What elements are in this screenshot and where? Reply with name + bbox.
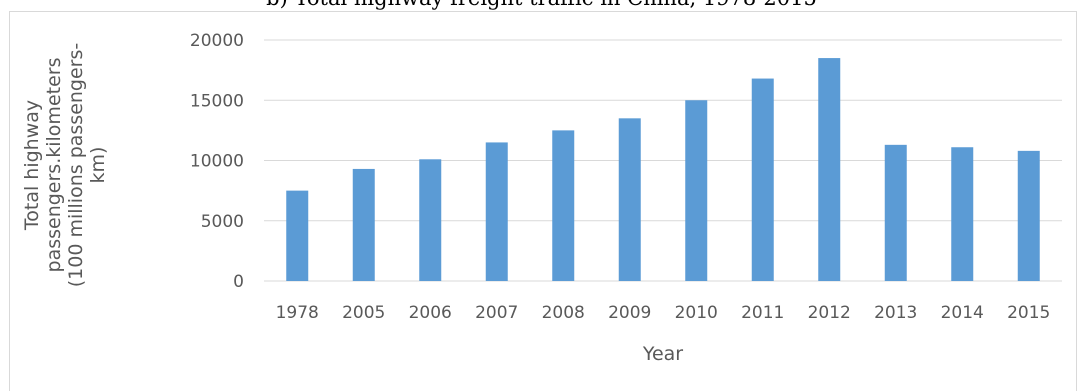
x-tick-label: 2008 xyxy=(542,303,585,323)
x-tick-label: 2014 xyxy=(941,303,984,323)
x-tick-label: 2011 xyxy=(741,303,784,323)
y-axis-title-line: km) xyxy=(87,147,109,184)
x-tick-labels: 1978 2005 2006 2007 2008 2009 2010 2011 2012 2013… xyxy=(276,303,1051,323)
x-tick-label: 2005 xyxy=(342,303,385,323)
bar-2008 xyxy=(552,130,575,281)
gridlines xyxy=(264,39,1062,282)
y-tick-labels: 0 5000 10000 15000 20000 xyxy=(190,31,244,292)
y-tick-label: 0 xyxy=(233,272,244,292)
y-axis-title-line: passengers.kilometers xyxy=(43,58,65,273)
x-tick-label: 2009 xyxy=(608,303,651,323)
x-tick-label: 2006 xyxy=(409,303,452,323)
y-tick-label: 15000 xyxy=(190,91,244,111)
bar-2010 xyxy=(685,100,708,281)
bar-2014 xyxy=(951,147,974,281)
x-axis-title: Year xyxy=(642,343,683,365)
chart-frame xyxy=(9,11,1077,391)
bar-2006 xyxy=(419,159,442,281)
svg-text:Total highwaypassengers.kilome: Total highwaypassengers.kilometers(100 m… xyxy=(21,43,109,288)
bar-2009 xyxy=(618,118,641,281)
y-axis-title-line: Total highway xyxy=(21,100,43,231)
bars xyxy=(286,58,1040,282)
chart-title: b) Total highway freight traffic in Chin… xyxy=(0,0,1083,10)
bar-2011 xyxy=(751,78,774,281)
y-tick-label: 20000 xyxy=(190,31,244,51)
x-tick-label: 1978 xyxy=(276,303,319,323)
y-axis-title: Total highwaypassengers.kilometers(100 m… xyxy=(21,43,109,288)
x-tick-label: 2013 xyxy=(874,303,917,323)
x-tick-label: 2012 xyxy=(808,303,851,323)
bar-2015 xyxy=(1017,150,1040,281)
y-tick-label: 10000 xyxy=(190,152,244,172)
bar-1978 xyxy=(286,190,309,281)
y-axis-title-line: (100 millions passengers- xyxy=(65,43,87,288)
x-tick-label: 2007 xyxy=(475,303,518,323)
bar-2013 xyxy=(884,144,907,281)
y-tick-label: 5000 xyxy=(201,212,244,232)
bar-2012 xyxy=(818,58,841,282)
bar-2007 xyxy=(485,142,508,281)
bar-2005 xyxy=(352,168,375,281)
x-tick-label: 2015 xyxy=(1007,303,1050,323)
x-tick-label: 2010 xyxy=(675,303,718,323)
